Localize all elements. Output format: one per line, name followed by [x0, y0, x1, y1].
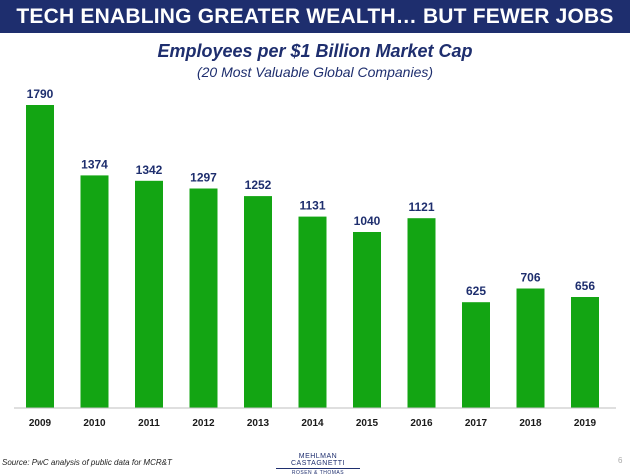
page-number: 6 — [618, 456, 623, 465]
bar-2014 — [298, 216, 327, 408]
x-tick-label-2018: 2018 — [519, 418, 542, 429]
company-logo: MEHLMAN CASTAGNETTI ROSEN & THOMAS — [276, 453, 360, 476]
x-tick-label-2009: 2009 — [29, 418, 52, 429]
bar-2017 — [462, 302, 490, 408]
bar-2013 — [244, 196, 272, 408]
x-tick-label-2012: 2012 — [192, 418, 215, 429]
x-tick-label-2017: 2017 — [465, 418, 488, 429]
x-tick-label-2010: 2010 — [83, 418, 106, 429]
x-tick-label-2015: 2015 — [356, 418, 379, 429]
data-label-2015: 1040 — [354, 214, 381, 228]
data-label-2013: 1252 — [245, 178, 272, 192]
bar-2019 — [571, 297, 599, 408]
x-tick-label-2019: 2019 — [574, 418, 597, 429]
bar-2016 — [407, 218, 436, 408]
data-label-2014: 1131 — [299, 199, 325, 213]
chart-title: Employees per $1 Billion Market Cap — [157, 41, 473, 61]
bar-2011 — [135, 180, 163, 408]
data-label-2019: 656 — [575, 279, 595, 293]
bar-2015 — [353, 232, 381, 408]
x-tick-label-2014: 2014 — [301, 418, 324, 429]
bar-2018 — [516, 288, 545, 408]
data-label-2009: 1790 — [27, 87, 54, 101]
bar-2010 — [80, 175, 109, 408]
bar-2012 — [189, 188, 218, 408]
logo-top-text: MEHLMAN CASTAGNETTI — [291, 453, 345, 467]
chart-subtitle: (20 Most Valuable Global Companies) — [196, 64, 434, 80]
source-note: Source: PwC analysis of public data for … — [2, 458, 172, 467]
data-label-2010: 1374 — [81, 157, 108, 171]
data-label-2016: 1121 — [408, 200, 434, 214]
x-tick-label-2013: 2013 — [247, 418, 270, 429]
data-label-2011: 1342 — [136, 163, 163, 177]
bar-2009 — [26, 105, 54, 408]
data-label-2018: 706 — [520, 271, 540, 285]
data-label-2017: 625 — [466, 284, 486, 298]
x-tick-label-2011: 2011 — [138, 418, 160, 429]
logo-bottom-text: ROSEN & THOMAS — [276, 468, 360, 476]
banner-title: TECH ENABLING GREATER WEALTH… BUT FEWER … — [0, 0, 630, 33]
data-label-2012: 1297 — [190, 171, 217, 185]
x-tick-label-2016: 2016 — [410, 418, 433, 429]
